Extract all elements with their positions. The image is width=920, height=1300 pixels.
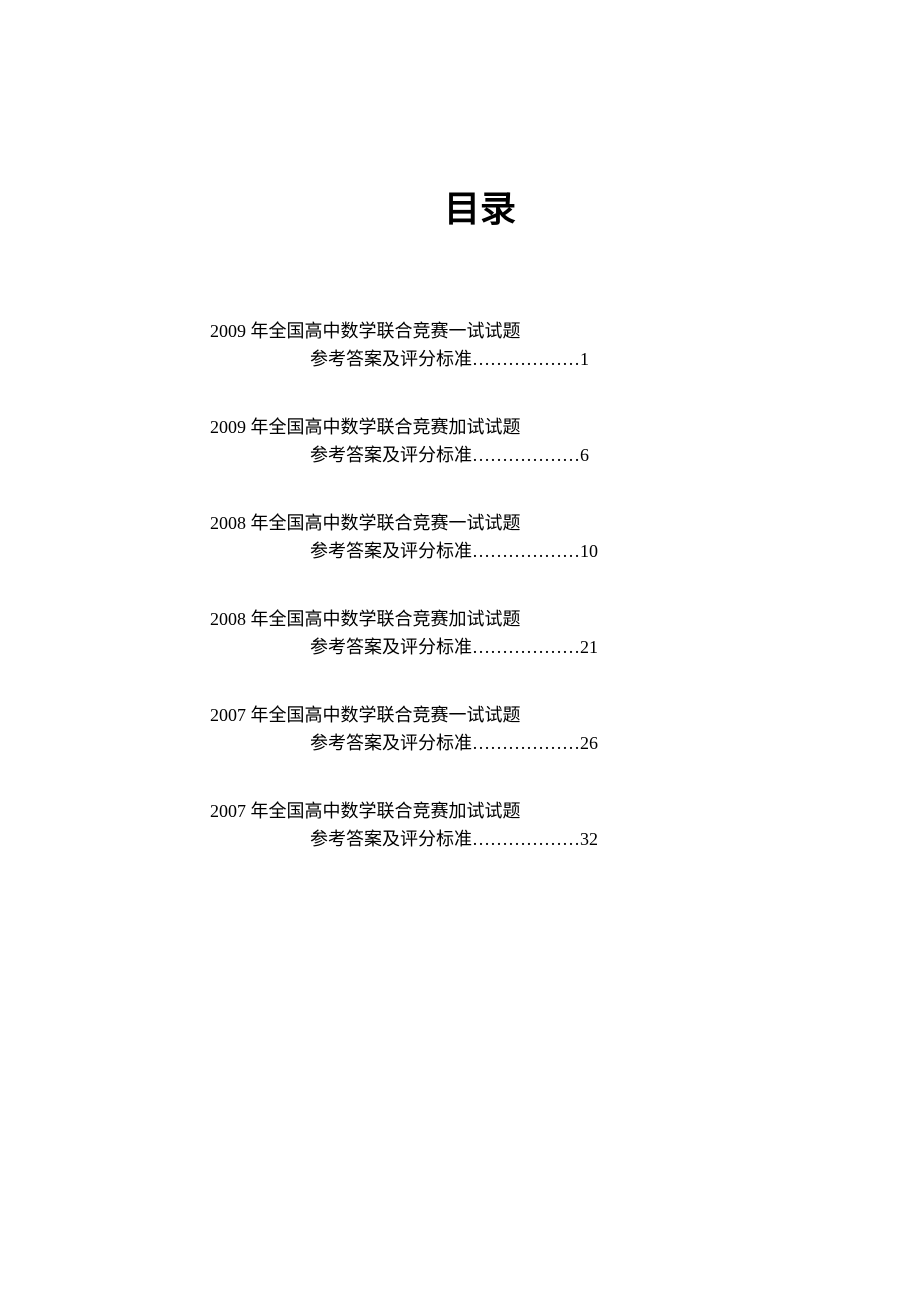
toc-entry: 2009 年全国高中数学联合竞赛加试试题参考答案及评分标准………………6 (210, 413, 750, 469)
toc-entry-heading: 2007 年全国高中数学联合竞赛加试试题 (210, 797, 750, 825)
toc-entry-subtext: 参考答案及评分标准 (310, 537, 472, 565)
document-page: 目录 2009 年全国高中数学联合竞赛一试试题参考答案及评分标准………………12… (0, 0, 920, 853)
toc-entry-dots: ……………… (472, 633, 580, 661)
toc-entry-subtext: 参考答案及评分标准 (310, 825, 472, 853)
toc-entry-heading: 2008 年全国高中数学联合竞赛加试试题 (210, 605, 750, 633)
toc-entry: 2009 年全国高中数学联合竞赛一试试题参考答案及评分标准………………1 (210, 317, 750, 373)
toc-entry-subtext: 参考答案及评分标准 (310, 441, 472, 469)
toc-entry-page: 26 (580, 729, 598, 757)
toc-entry-dots: ……………… (472, 825, 580, 853)
page-title: 目录 (210, 180, 750, 232)
toc-entry-dots: ……………… (472, 729, 580, 757)
toc-entry-dots: ……………… (472, 441, 580, 469)
toc-entry: 2008 年全国高中数学联合竞赛一试试题参考答案及评分标准………………10 (210, 509, 750, 565)
toc-entry-page: 6 (580, 441, 589, 469)
toc-entry-dots: ……………… (472, 345, 580, 373)
toc-entry-heading: 2009 年全国高中数学联合竞赛一试试题 (210, 317, 750, 345)
toc-entry: 2007 年全国高中数学联合竞赛一试试题参考答案及评分标准………………26 (210, 701, 750, 757)
toc-entry-page: 32 (580, 825, 598, 853)
toc-entry-heading: 2007 年全国高中数学联合竞赛一试试题 (210, 701, 750, 729)
toc-entry-heading: 2009 年全国高中数学联合竞赛加试试题 (210, 413, 750, 441)
toc-entry: 2008 年全国高中数学联合竞赛加试试题参考答案及评分标准………………21 (210, 605, 750, 661)
table-of-contents: 2009 年全国高中数学联合竞赛一试试题参考答案及评分标准………………12009… (210, 317, 750, 853)
toc-entry-subtext: 参考答案及评分标准 (310, 633, 472, 661)
toc-entry-subtext: 参考答案及评分标准 (310, 345, 472, 373)
toc-entry-subtext: 参考答案及评分标准 (310, 729, 472, 757)
toc-entry-subline: 参考答案及评分标准………………32 (210, 825, 750, 853)
toc-entry-subline: 参考答案及评分标准………………26 (210, 729, 750, 757)
toc-entry-page: 21 (580, 633, 598, 661)
toc-entry-subline: 参考答案及评分标准………………21 (210, 633, 750, 661)
toc-entry-heading: 2008 年全国高中数学联合竞赛一试试题 (210, 509, 750, 537)
toc-entry-subline: 参考答案及评分标准………………1 (210, 345, 750, 373)
toc-entry-page: 10 (580, 537, 598, 565)
toc-entry-subline: 参考答案及评分标准………………6 (210, 441, 750, 469)
toc-entry-subline: 参考答案及评分标准………………10 (210, 537, 750, 565)
toc-entry-dots: ……………… (472, 537, 580, 565)
toc-entry-page: 1 (580, 345, 589, 373)
toc-entry: 2007 年全国高中数学联合竞赛加试试题参考答案及评分标准………………32 (210, 797, 750, 853)
